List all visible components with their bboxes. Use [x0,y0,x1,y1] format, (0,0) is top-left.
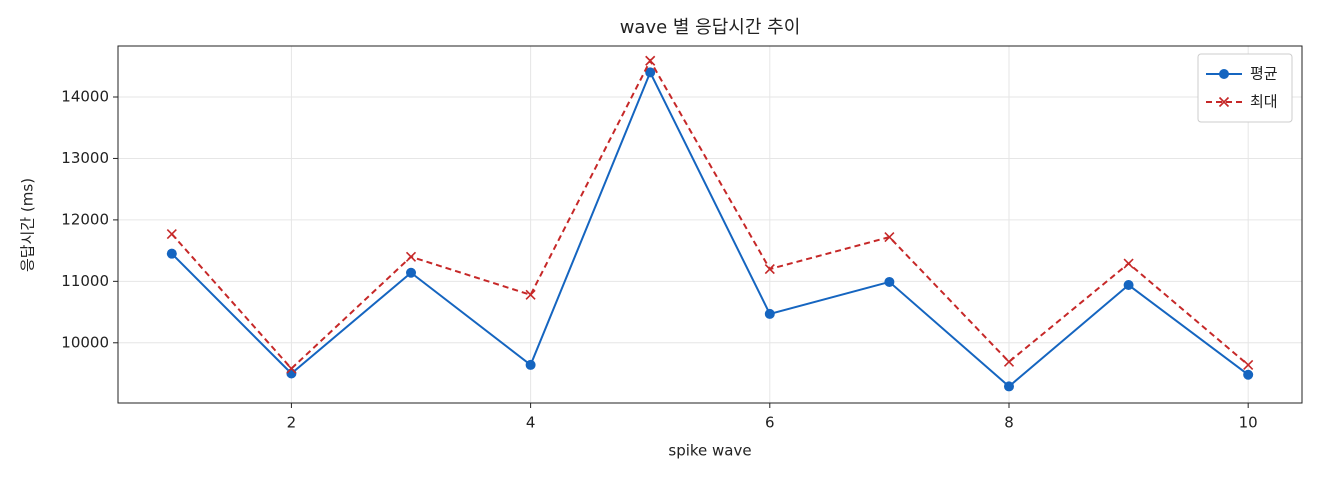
point [764,263,775,275]
y-tick-label: 13000 [61,149,109,167]
x-tick-label: 6 [765,414,775,432]
x-tick-label: 4 [526,414,536,432]
legend-label: 평균 [1250,65,1278,83]
marker-stroke [525,289,536,300]
marker-stroke [1003,356,1015,367]
point [1243,369,1254,380]
y-tick-label: 10000 [61,333,109,351]
point [1003,356,1015,367]
x-tick-label: 8 [1004,414,1014,432]
y-axis-label: 응답시간 (ms) [19,178,37,272]
legend-marker [1219,69,1229,79]
marker-stroke [1243,359,1254,370]
point [166,228,177,240]
point [1123,280,1134,291]
point [525,359,536,370]
point [645,55,656,66]
marker-stroke [166,228,177,240]
series-line [171,69,1249,388]
marker-stroke [645,55,656,66]
y-tick-label: 11000 [61,272,109,290]
y-tick-label: 12000 [61,210,109,228]
x-tick-label: 2 [287,414,297,432]
point [1123,258,1134,269]
point [525,289,536,300]
marker-stroke [884,232,895,243]
x-axis-label: spike wave [668,442,751,460]
point [645,67,656,78]
series-line [171,58,1249,371]
point [286,363,297,374]
marker-stroke [286,363,297,374]
point [764,308,775,319]
legend-marker [1218,96,1230,108]
legend-box [1197,53,1293,123]
legend-label: 최대 [1250,93,1278,111]
point [884,232,895,243]
marker-stroke [405,251,417,262]
marker-stroke [1123,258,1134,269]
point [884,276,895,287]
chart-title: wave 별 응답시간 추이 [620,17,801,38]
x-tick-label: 10 [1239,414,1258,432]
point [405,251,417,262]
point [406,267,417,278]
point [1243,359,1254,370]
point [286,368,297,379]
y-tick-label: 14000 [61,88,109,106]
marker-stroke [764,263,775,275]
plot-frame [117,45,1303,404]
point [1003,381,1014,392]
point [166,248,177,259]
